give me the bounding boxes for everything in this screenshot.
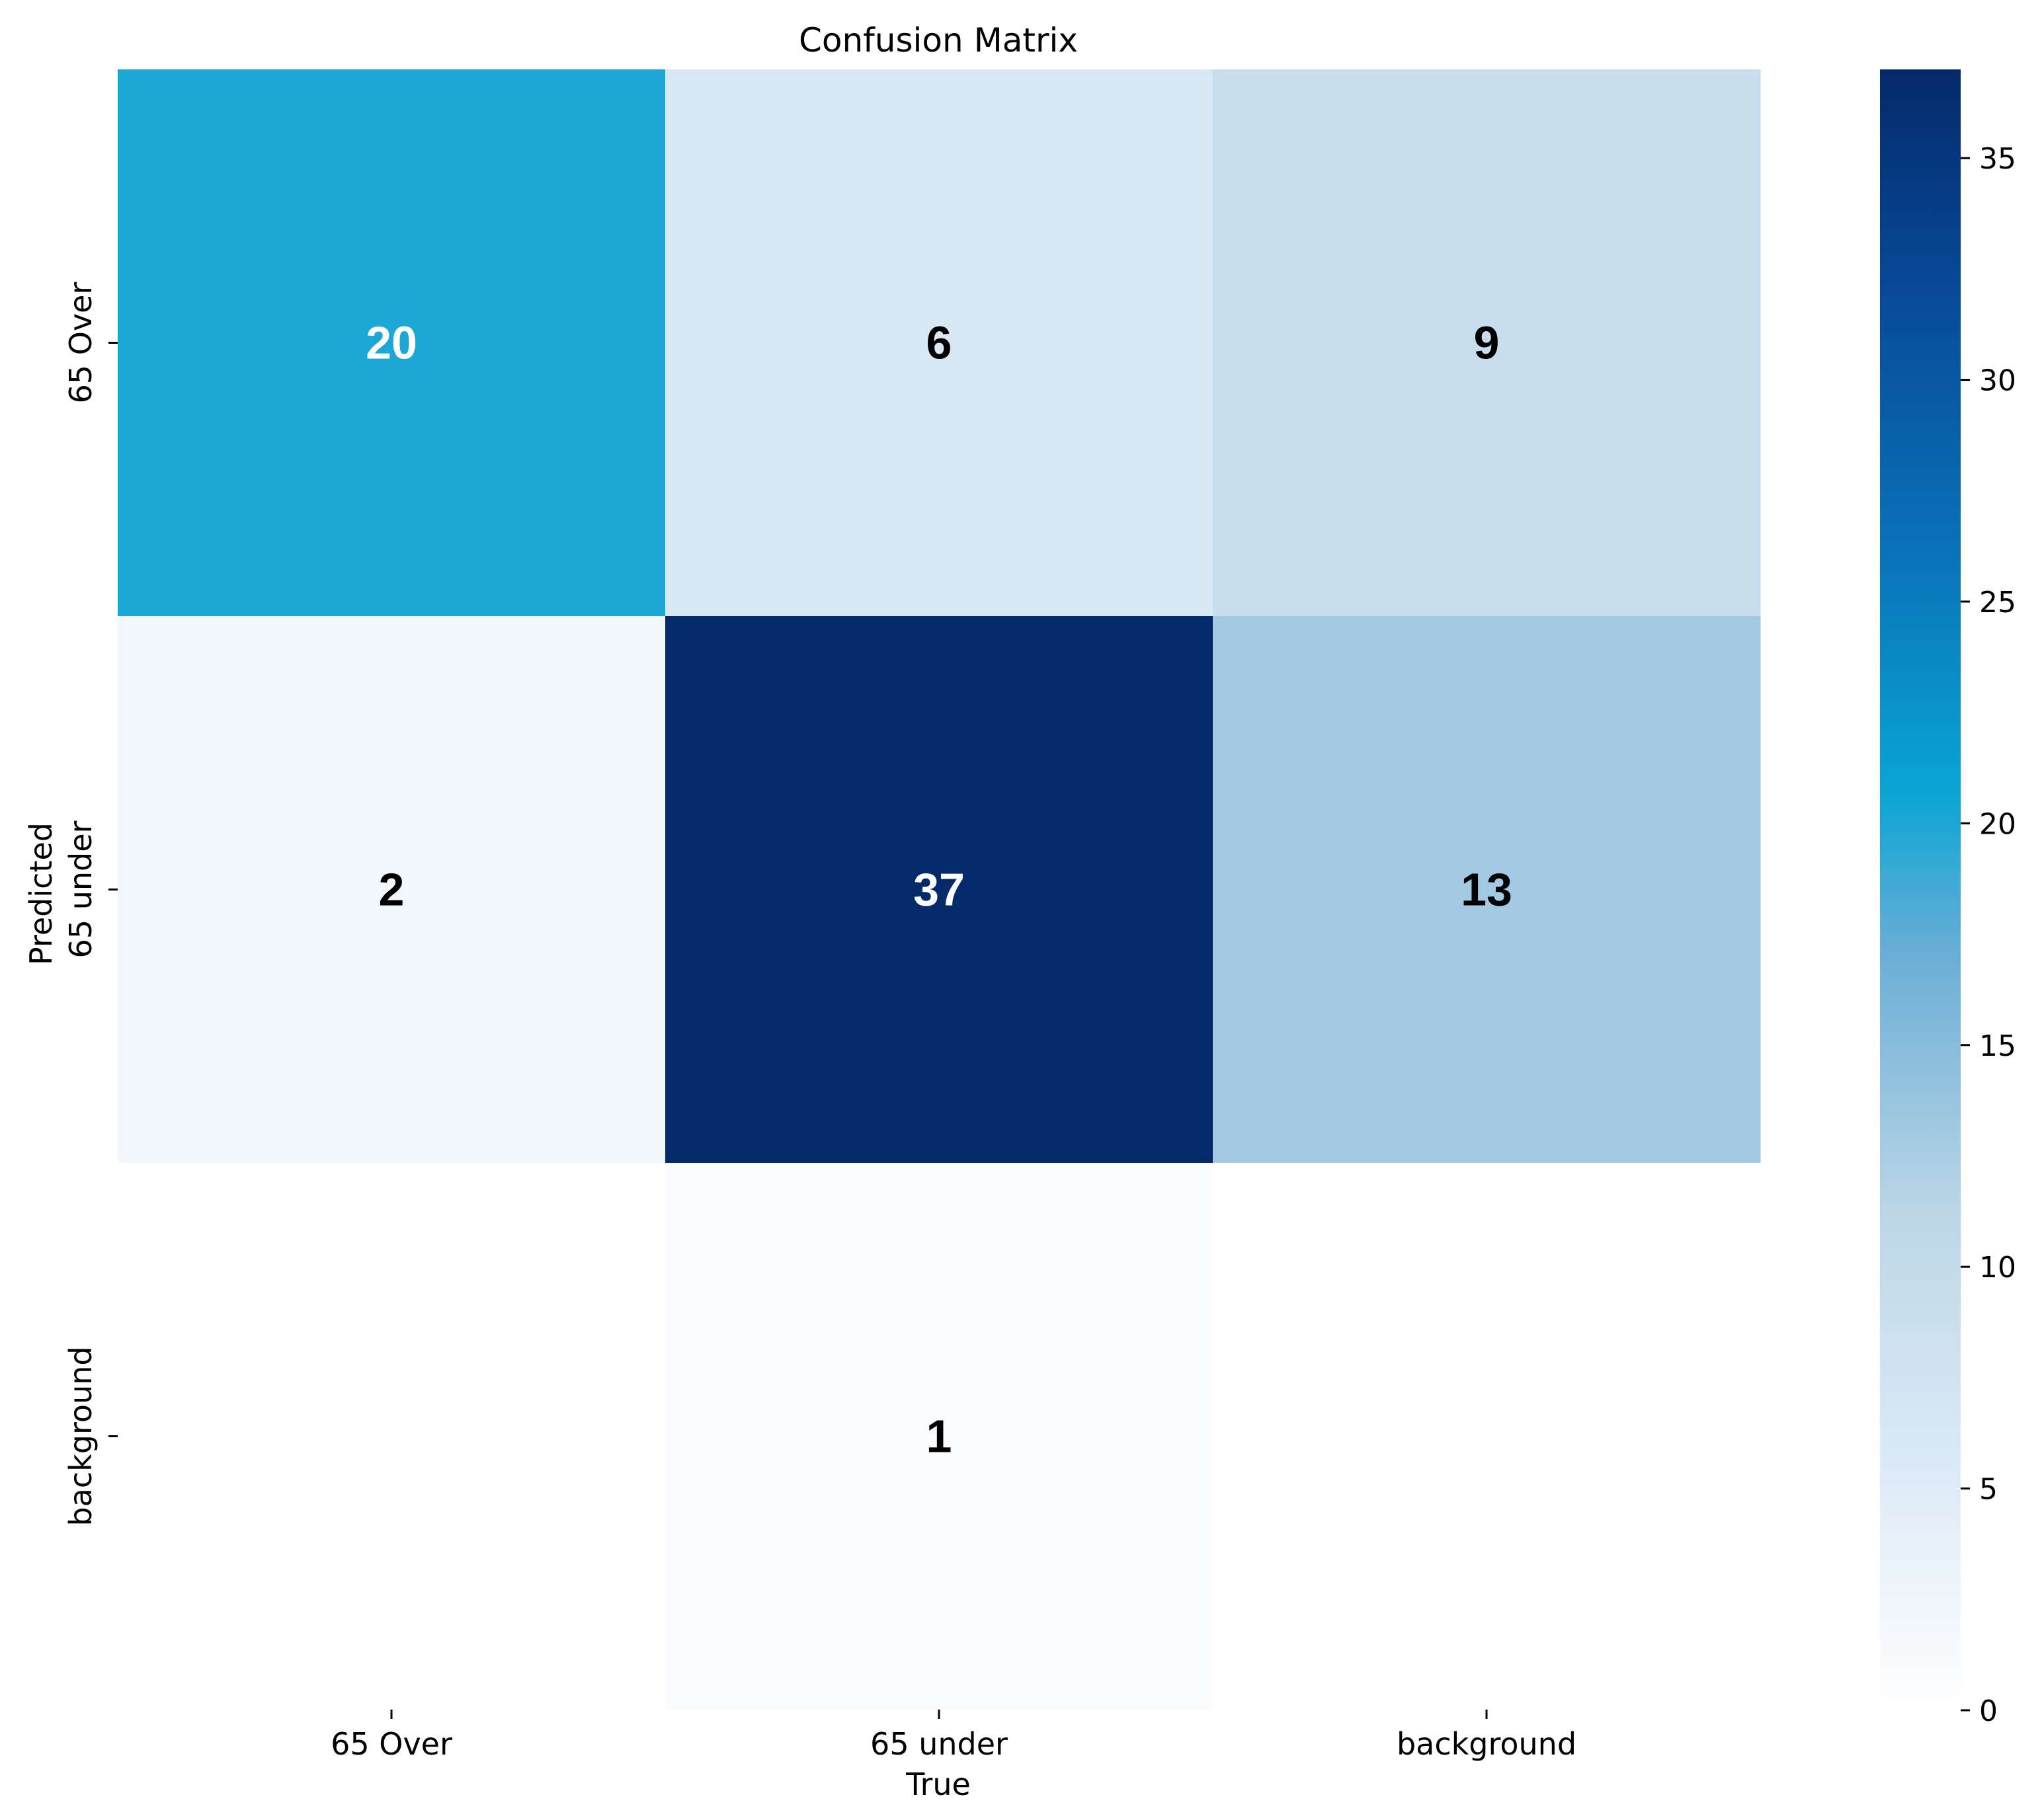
heatmap-cell	[1213, 616, 1761, 1164]
x-axis-label: True	[905, 1766, 971, 1802]
y-tick-label: 65 Over	[63, 282, 99, 404]
colorbar-ticks: 0 5 10 15 20 25 30 35	[1961, 142, 2016, 1728]
colorbar-tick-label: 25	[1979, 586, 2016, 619]
heatmap-cell	[665, 69, 1213, 617]
colorbar-tick-label: 0	[1979, 1694, 1998, 1728]
cell-value-label: 2	[379, 864, 405, 916]
heatmap-cell	[665, 1163, 1213, 1710]
y-axis-ticks: 65 Over 65 under background	[63, 282, 118, 1526]
y-tick-label: background	[63, 1346, 99, 1526]
cell-value-label: 6	[926, 317, 952, 369]
heatmap-cell-values: 20 6 9 2 37 13 1	[366, 317, 1512, 1462]
y-axis-label: Predicted	[23, 822, 59, 965]
cell-value-label: 1	[926, 1411, 952, 1462]
colorbar-tick-label: 10	[1979, 1251, 2016, 1285]
heatmap-cells	[118, 69, 1761, 1710]
heatmap-cell	[1213, 1163, 1761, 1710]
x-tick-label: background	[1397, 1726, 1576, 1762]
x-tick-label: 65 Over	[331, 1726, 452, 1762]
colorbar: 0 5 10 15 20 25 30 35	[1880, 69, 2016, 1728]
cell-value-label: 20	[366, 317, 417, 369]
colorbar-tick-label: 15	[1979, 1029, 2016, 1063]
chart-title: Confusion Matrix	[799, 21, 1078, 59]
x-tick-label: 65 under	[870, 1726, 1008, 1762]
colorbar-tick-label: 20	[1979, 807, 2016, 841]
cell-value-label: 37	[913, 864, 965, 916]
colorbar-tick-label: 30	[1979, 364, 2016, 398]
heatmap-cell	[665, 616, 1213, 1164]
heatmap-cell	[118, 616, 666, 1164]
colorbar-gradient	[1880, 69, 1961, 1710]
heatmap-cell	[1213, 69, 1761, 617]
colorbar-tick-label: 35	[1979, 142, 2016, 176]
colorbar-tick-label: 5	[1979, 1473, 1998, 1507]
heatmap-cell	[118, 1163, 666, 1710]
x-axis-ticks: 65 Over 65 under background	[331, 1710, 1576, 1762]
heatmap-cell	[118, 69, 666, 617]
cell-value-label: 9	[1474, 317, 1500, 369]
cell-value-label: 13	[1461, 864, 1512, 916]
y-tick-label: 65 under	[63, 820, 99, 958]
